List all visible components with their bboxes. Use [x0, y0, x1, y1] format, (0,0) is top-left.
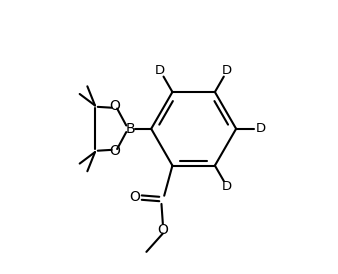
Text: O: O: [110, 99, 120, 113]
Text: O: O: [129, 190, 140, 204]
Text: D: D: [155, 64, 165, 77]
Text: D: D: [256, 122, 266, 135]
Text: O: O: [110, 144, 120, 158]
Text: O: O: [158, 223, 168, 237]
Text: D: D: [222, 64, 232, 77]
Text: B: B: [126, 122, 136, 136]
Text: D: D: [222, 180, 232, 193]
